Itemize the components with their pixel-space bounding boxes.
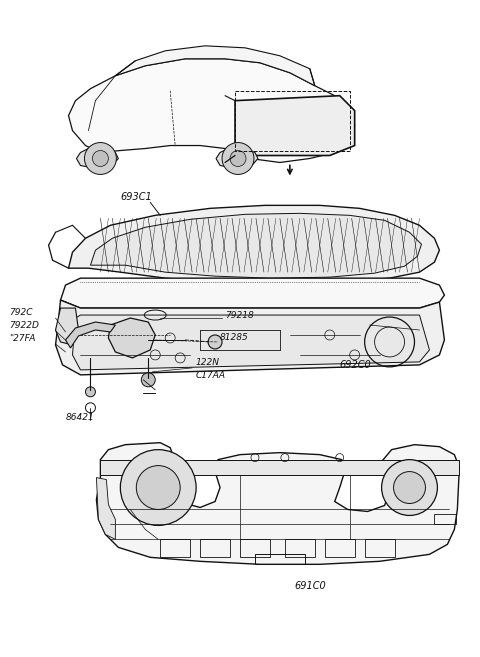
Polygon shape: [96, 478, 115, 539]
Bar: [160, 539, 190, 557]
Bar: [255, 555, 305, 564]
Bar: [365, 539, 395, 557]
Circle shape: [208, 335, 222, 349]
Polygon shape: [115, 46, 315, 85]
Circle shape: [84, 143, 116, 175]
Bar: [240, 539, 270, 557]
Circle shape: [394, 472, 425, 503]
Bar: [325, 539, 355, 557]
Polygon shape: [96, 443, 459, 564]
Polygon shape: [65, 322, 115, 348]
Bar: [285, 539, 315, 557]
Bar: [200, 539, 230, 557]
Polygon shape: [60, 278, 444, 308]
Circle shape: [120, 449, 196, 526]
Polygon shape: [69, 58, 355, 162]
Circle shape: [382, 460, 437, 516]
Circle shape: [230, 150, 246, 166]
Bar: [434, 514, 456, 524]
Polygon shape: [235, 96, 355, 156]
Polygon shape: [72, 315, 430, 370]
Polygon shape: [56, 300, 444, 375]
Text: 792C: 792C: [9, 308, 32, 317]
Polygon shape: [69, 206, 439, 283]
Polygon shape: [76, 148, 119, 168]
Text: 86421: 86421: [65, 413, 94, 422]
Polygon shape: [108, 318, 155, 358]
Polygon shape: [216, 148, 258, 168]
Text: "27FA: "27FA: [9, 334, 35, 343]
Text: 693C1: 693C1: [120, 193, 152, 202]
Text: 122N: 122N: [195, 358, 219, 367]
Circle shape: [222, 143, 254, 175]
Text: 79218: 79218: [225, 311, 254, 320]
Polygon shape: [100, 460, 459, 474]
Text: 81285: 81285: [220, 333, 249, 342]
Polygon shape: [90, 214, 421, 278]
Text: 691C0: 691C0: [295, 581, 326, 591]
Circle shape: [93, 150, 108, 166]
Text: 692C0: 692C0: [340, 360, 372, 370]
Text: 7922D: 7922D: [9, 321, 38, 330]
Circle shape: [85, 387, 96, 397]
Circle shape: [141, 373, 155, 387]
Circle shape: [136, 466, 180, 509]
Polygon shape: [56, 308, 78, 345]
Text: C17AA: C17AA: [195, 371, 225, 380]
